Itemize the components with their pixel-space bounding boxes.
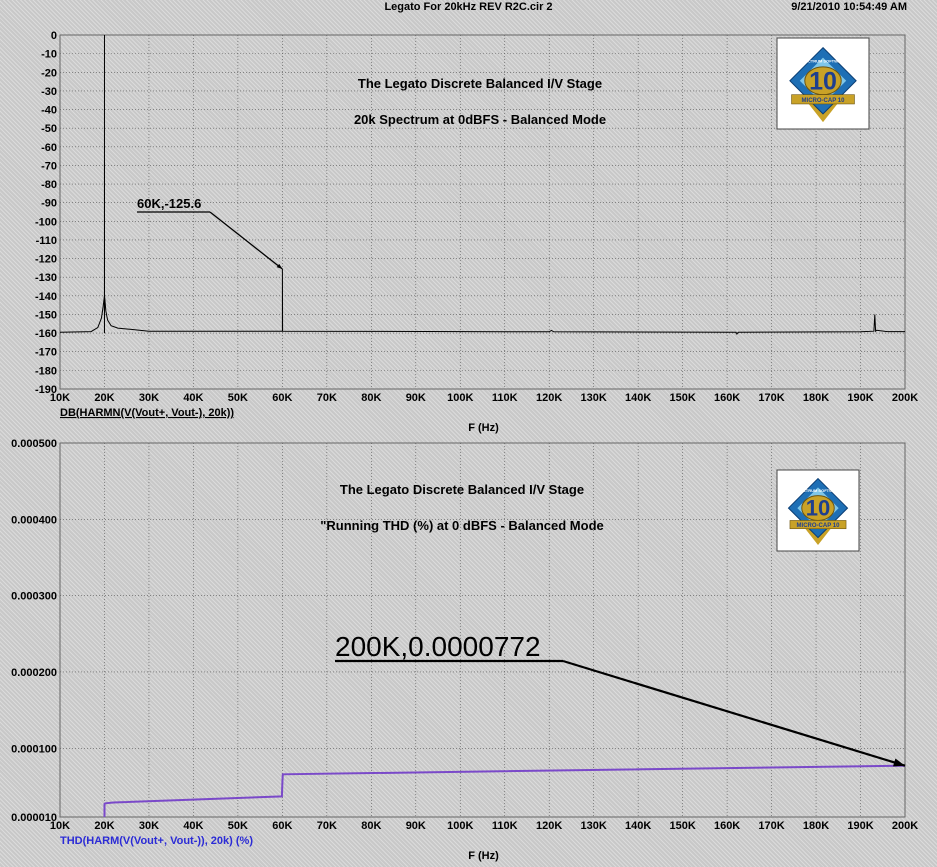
y-tick-label: -30	[41, 86, 57, 98]
y-tick-label: -170	[35, 347, 57, 359]
x-tick-label: 200K	[892, 820, 918, 832]
annotation-arrowhead	[893, 758, 905, 767]
x-tick-label: 120K	[536, 392, 562, 404]
y-tick-label: -160	[35, 328, 57, 340]
annotation-leader	[562, 659, 906, 767]
annotation-arrowhead	[276, 263, 283, 270]
x-tick-label: 60K	[272, 820, 292, 832]
plot-area	[59, 442, 906, 818]
logo-ribbon	[789, 520, 847, 530]
y-tick-label: -190	[35, 384, 57, 396]
x-tick-label: 20K	[94, 392, 114, 404]
x-tick-label: 110K	[492, 392, 518, 404]
x-tick-label: 160K	[714, 820, 740, 832]
logo-number: 10	[809, 67, 837, 95]
y-tick-label: -80	[41, 179, 57, 191]
logo-ring-text: SPECTRUM SOFTWARE	[800, 59, 847, 64]
x-tick-label: 190K	[847, 392, 873, 404]
y-tick-label: -50	[41, 123, 57, 135]
y-tick-label: -110	[36, 235, 57, 247]
y-tick-label: 0.000200	[11, 667, 57, 679]
x-tick-label: 10K	[50, 820, 70, 832]
x-tick-label: 170K	[758, 820, 784, 832]
timestamp: 9/21/2010 10:54:49 AM	[791, 1, 907, 13]
y-tick-label: 0.000400	[11, 514, 57, 526]
y-tick-label: -40	[41, 105, 57, 117]
trace-label: THD(HARM(V(Vout+, Vout-)), 20k) (%)	[60, 835, 253, 847]
x-axis-label: F (Hz)	[468, 422, 499, 434]
x-tick-label: 80K	[361, 820, 381, 832]
trace-label: DB(HARMN(V(Vout+, Vout-), 20k))	[60, 407, 234, 419]
x-tick-label: 80K	[361, 392, 381, 404]
logo-ring-text: SPECTRUM SOFTWARE	[795, 488, 842, 493]
chart-title: The Legato Discrete Balanced I/V Stage	[340, 482, 584, 497]
y-tick-label: -100	[35, 216, 57, 228]
x-tick-label: 150K	[669, 820, 695, 832]
x-tick-label: 70K	[317, 392, 337, 404]
x-tick-label: 140K	[625, 392, 651, 404]
y-tick-label: -90	[41, 198, 57, 210]
x-tick-label: 190K	[847, 820, 873, 832]
y-tick-label: 0.000010	[11, 812, 57, 824]
x-tick-label: 130K	[581, 820, 607, 832]
window-title: Legato For 20kHz REV R2C.cir 2	[384, 1, 553, 13]
x-tick-label: 100K	[447, 820, 473, 832]
y-tick-label: -180	[35, 365, 57, 377]
logo-ribbon-text: MICRO-CAP 10	[797, 523, 841, 529]
y-tick-label: 0	[51, 30, 57, 42]
y-tick-label: -70	[41, 160, 57, 172]
y-tick-label: -140	[35, 291, 57, 303]
x-tick-label: 90K	[406, 392, 426, 404]
x-tick-label: 50K	[228, 392, 248, 404]
x-tick-label: 100K	[447, 392, 473, 404]
y-tick-label: -150	[35, 309, 57, 321]
y-tick-label: -60	[41, 142, 57, 154]
series-line	[59, 268, 905, 335]
x-tick-label: 20K	[94, 820, 114, 832]
x-tick-label: 130K	[581, 392, 607, 404]
logo-number: 10	[806, 496, 830, 521]
x-axis-label: F (Hz)	[468, 850, 499, 862]
x-tick-label: 10K	[50, 392, 70, 404]
y-tick-label: 0.000300	[11, 591, 57, 603]
x-tick-label: 30K	[139, 392, 159, 404]
logo-ribbon-text: MICRO-CAP 10	[802, 98, 846, 104]
x-tick-label: 200K	[892, 392, 918, 404]
chart-title: The Legato Discrete Balanced I/V Stage	[358, 76, 602, 91]
x-tick-label: 90K	[406, 820, 426, 832]
x-tick-label: 70K	[317, 820, 337, 832]
x-tick-label: 110K	[492, 820, 518, 832]
logo-ribbon	[791, 94, 855, 105]
x-tick-label: 60K	[272, 392, 292, 404]
x-tick-label: 40K	[183, 820, 203, 832]
annotation-label: 200K,0.0000772	[335, 631, 541, 662]
chart-subtitle: "Running THD (%) at 0 dBFS - Balanced Mo…	[320, 518, 604, 533]
y-tick-label: -20	[41, 67, 57, 79]
plot-area	[59, 34, 906, 390]
x-tick-label: 120K	[536, 820, 562, 832]
y-tick-label: 0.000100	[11, 743, 57, 755]
x-tick-label: 50K	[228, 820, 248, 832]
x-tick-label: 160K	[714, 392, 740, 404]
y-tick-label: -130	[35, 272, 57, 284]
x-tick-label: 140K	[625, 820, 651, 832]
x-tick-label: 180K	[803, 820, 829, 832]
x-tick-label: 150K	[669, 392, 695, 404]
title-bar: Legato For 20kHz REV R2C.cir 2 9/21/2010…	[0, 0, 937, 16]
y-tick-label: -120	[35, 254, 57, 266]
chart-subtitle: 20k Spectrum at 0dBFS - Balanced Mode	[354, 112, 606, 127]
x-tick-label: 40K	[183, 392, 203, 404]
x-tick-label: 180K	[803, 392, 829, 404]
annotation-label: 60K,-125.6	[137, 196, 201, 211]
series-line	[103, 764, 906, 817]
annotation-leader	[209, 211, 283, 270]
x-tick-label: 170K	[758, 392, 784, 404]
y-tick-label: -10	[41, 49, 57, 61]
y-tick-label: 0.000500	[11, 438, 57, 450]
x-tick-label: 30K	[139, 820, 159, 832]
